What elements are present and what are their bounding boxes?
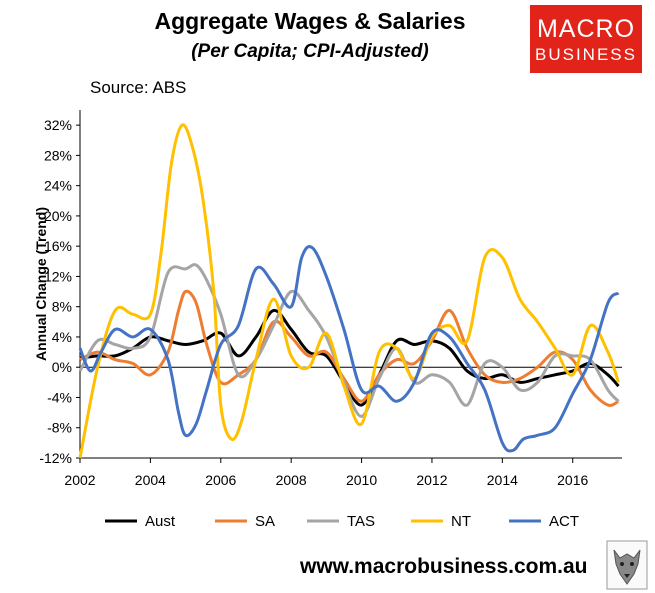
wolf-logo-icon: [606, 540, 648, 590]
legend-label-tas: TAS: [347, 513, 375, 530]
logo-line1: MACRO: [536, 15, 636, 43]
y-tick-label: 28%: [44, 147, 72, 163]
legend-label-act: ACT: [549, 513, 579, 530]
legend-label-sa: SA: [255, 513, 275, 530]
y-tick-label: 12%: [44, 268, 72, 284]
macro-business-logo: MACRO BUSINESS: [530, 5, 642, 73]
x-tick-label: 2012: [416, 472, 447, 488]
x-tick-label: 2006: [205, 472, 236, 488]
y-axis-label: Annual Change (Trend): [33, 207, 49, 361]
x-tick-label: 2008: [276, 472, 307, 488]
x-tick-label: 2016: [557, 472, 588, 488]
y-tick-label: 16%: [44, 238, 72, 254]
y-tick-label: -4%: [47, 389, 72, 405]
legend-label-nt: NT: [451, 513, 471, 530]
y-tick-label: 32%: [44, 117, 72, 133]
x-tick-label: 2002: [64, 472, 95, 488]
y-tick-label: 4%: [52, 329, 72, 345]
y-tick-label: 24%: [44, 178, 72, 194]
series-line-nt: [78, 123, 620, 459]
website-url: www.macrobusiness.com.au: [300, 555, 588, 578]
x-tick-label: 2004: [135, 472, 166, 488]
x-tick-label: 2010: [346, 472, 377, 488]
y-tick-label: 0%: [52, 359, 72, 375]
y-tick-label: -12%: [39, 450, 72, 466]
logo-line2: BUSINESS: [535, 45, 637, 64]
legend-label-aust: Aust: [145, 513, 176, 530]
series-line-aust: [79, 308, 620, 407]
source-note: Source: ABS: [90, 78, 187, 97]
y-tick-label: 20%: [44, 208, 72, 224]
y-tick-label: 8%: [52, 299, 72, 315]
series-line-act: [78, 245, 620, 453]
x-tick-label: 2014: [487, 472, 518, 488]
y-tick-label: -8%: [47, 420, 72, 436]
series-line-sa: [79, 289, 620, 407]
chart-title: Aggregate Wages & Salaries: [154, 8, 466, 34]
chart-subtitle: (Per Capita; CPI-Adjusted): [191, 41, 429, 62]
